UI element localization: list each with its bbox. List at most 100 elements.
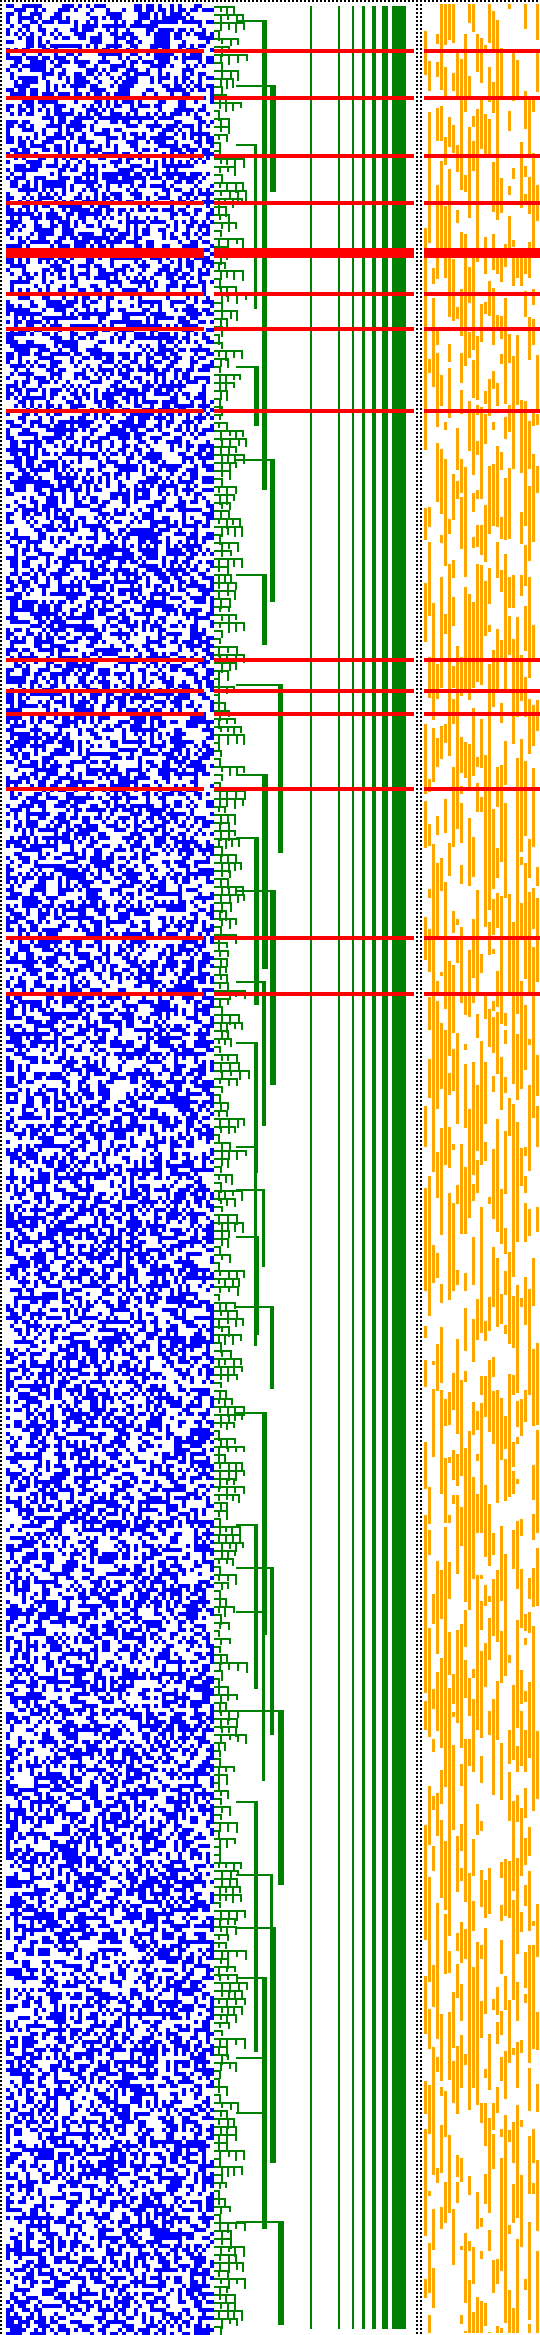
left-cell: [14, 180, 18, 184]
left-cell: [162, 356, 166, 360]
left-cell: [86, 740, 90, 744]
left-cell: [102, 580, 106, 584]
left-cell: [110, 176, 114, 180]
left-cell: [78, 208, 82, 212]
left-cell: [14, 740, 18, 744]
left-cell: [166, 432, 170, 436]
left-cell: [82, 672, 86, 676]
left-cell: [122, 552, 126, 556]
left-cell: [34, 704, 38, 708]
left-cell: [202, 364, 206, 368]
left-cell: [38, 376, 42, 380]
left-cell: [150, 400, 154, 404]
left-cell: [134, 588, 138, 592]
left-cell: [42, 620, 46, 624]
left-cell: [82, 664, 86, 668]
left-cell: [70, 552, 74, 556]
left-cell: [30, 332, 34, 336]
left-cell: [154, 160, 158, 164]
left-cell: [94, 400, 98, 404]
left-cell: [126, 572, 130, 576]
left-cell: [190, 188, 194, 192]
left-cell: [150, 348, 154, 352]
left-cell: [110, 308, 114, 312]
left-cell: [74, 144, 78, 148]
left-cell: [90, 224, 94, 228]
left-cell: [66, 128, 70, 132]
left-cell: [54, 324, 58, 328]
left-cell: [146, 544, 150, 548]
left-cell: [38, 692, 42, 696]
left-cell: [106, 672, 110, 676]
left-cell: [98, 184, 102, 188]
left-cell: [198, 52, 202, 56]
left-cell: [30, 164, 34, 168]
left-cell: [102, 728, 106, 732]
left-cell: [10, 736, 14, 740]
left-cell: [118, 708, 122, 712]
left-cell: [190, 644, 194, 648]
left-cell: [106, 472, 110, 476]
left-cell: [190, 608, 194, 612]
left-cell: [158, 344, 162, 348]
left-cell: [146, 568, 150, 572]
left-cell: [194, 428, 198, 432]
left-cell: [86, 24, 90, 28]
left-cell: [18, 400, 22, 404]
left-cell: [46, 424, 50, 428]
left-cell: [22, 608, 26, 612]
left-cell: [154, 752, 158, 756]
left-cell: [46, 528, 50, 532]
left-cell: [210, 76, 214, 80]
left-cell: [138, 136, 142, 140]
left-cell: [130, 320, 134, 324]
left-cell: [154, 316, 158, 320]
left-cell: [66, 632, 70, 636]
left-cell: [138, 532, 142, 536]
left-cell: [202, 392, 206, 396]
left-cell: [30, 736, 34, 740]
left-cell: [194, 396, 198, 400]
left-cell: [26, 192, 30, 196]
left-cell: [82, 124, 86, 128]
left-cell: [58, 540, 62, 544]
left-cell: [154, 220, 158, 224]
left-cell: [194, 160, 198, 164]
left-cell: [70, 532, 74, 536]
left-cell: [26, 288, 30, 292]
left-cell: [42, 448, 46, 452]
left-cell: [70, 584, 74, 588]
left-cell: [142, 456, 146, 460]
left-cell: [94, 108, 98, 112]
left-cell: [110, 460, 114, 464]
left-cell: [18, 356, 22, 360]
left-cell: [78, 424, 82, 428]
left-cell: [170, 676, 174, 680]
left-cell: [182, 80, 186, 84]
left-cell: [174, 76, 178, 80]
left-cell: [82, 356, 86, 360]
left-cell: [118, 184, 122, 188]
left-cell: [182, 756, 186, 760]
left-cell: [166, 468, 170, 472]
left-cell: [146, 244, 150, 248]
left-cell: [74, 616, 78, 620]
left-cell: [110, 740, 114, 744]
left-cell: [118, 208, 122, 212]
left-cell: [82, 312, 86, 316]
left-cell: [198, 608, 202, 612]
left-cell: [202, 220, 206, 224]
left-cell: [210, 144, 214, 148]
left-cell: [126, 324, 130, 328]
left-cell: [94, 552, 98, 556]
left-cell: [194, 212, 198, 216]
left-cell: [198, 320, 202, 324]
left-cell: [42, 280, 46, 284]
left-cell: [130, 532, 134, 536]
left-cell: [198, 640, 202, 644]
left-cell: [158, 272, 162, 276]
left-cell: [122, 468, 126, 472]
left-cell: [178, 148, 182, 152]
left-cell: [106, 420, 110, 424]
left-cell: [34, 420, 38, 424]
